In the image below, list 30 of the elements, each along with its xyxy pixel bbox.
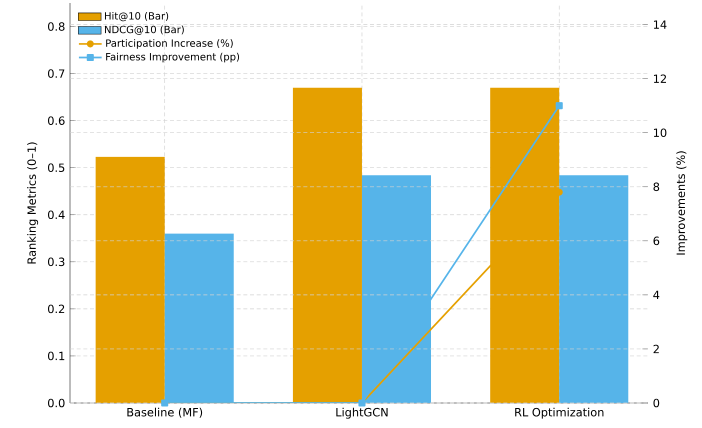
y-tick-label: 0.3: [48, 258, 64, 266]
bar: [96, 156, 165, 403]
y-axis-title: Ranking Metrics (0–1): [27, 142, 38, 264]
bar: [559, 175, 628, 403]
y-tick-label: 0.2: [48, 304, 64, 314]
y-tick-label: 0.4: [48, 210, 65, 220]
y-tick-label: 0.1: [48, 352, 64, 360]
y-tick-label: 0.5: [48, 163, 64, 172]
y2-axis-title: Improvements (%): [676, 151, 688, 255]
y-tick-label: 0.0: [48, 398, 65, 408]
x-tick-label: Baseline (MF): [127, 408, 202, 418]
y2-tick-label: 10: [654, 128, 666, 138]
y2-tick-label: 0: [653, 398, 660, 408]
y-tick-label: 0.7: [48, 69, 64, 78]
y2-tick-label: 8: [653, 182, 660, 192]
legend-label: Fairness Improvement (pp): [106, 52, 240, 62]
y2-tick-label: 2: [654, 344, 659, 354]
bar: [292, 88, 362, 403]
y2-tick-label: 12: [654, 74, 666, 83]
point: [556, 102, 563, 110]
x-tick-label: LightGCN: [336, 408, 388, 419]
y2-tick-label: 4: [653, 290, 660, 300]
legend-label: Participation Increase (%): [106, 39, 233, 49]
y-tick-label: 0.6: [48, 116, 65, 125]
y2-tick-label: 6: [654, 236, 660, 246]
x-tick-label: RL Optimization: [515, 408, 604, 419]
y-tick-label: 0.8: [48, 22, 65, 31]
legend-label: NDCG@10 (Bar): [104, 26, 184, 35]
legend-label: Hit@10 (Bar): [104, 12, 168, 22]
y2-tick-label: 14: [654, 20, 666, 29]
